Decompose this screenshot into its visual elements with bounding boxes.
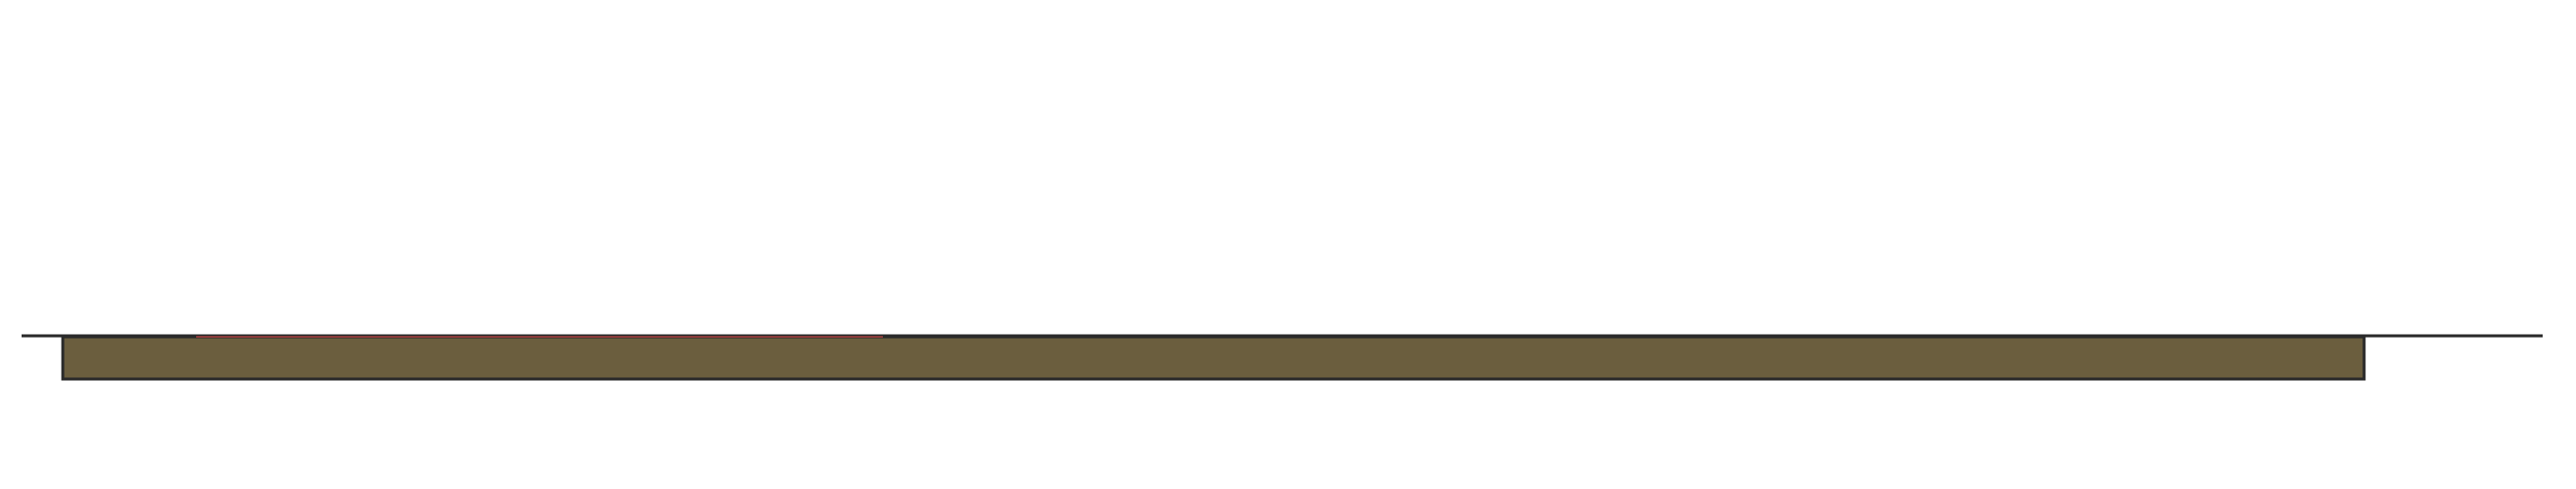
pcb-board <box>61 335 2366 381</box>
